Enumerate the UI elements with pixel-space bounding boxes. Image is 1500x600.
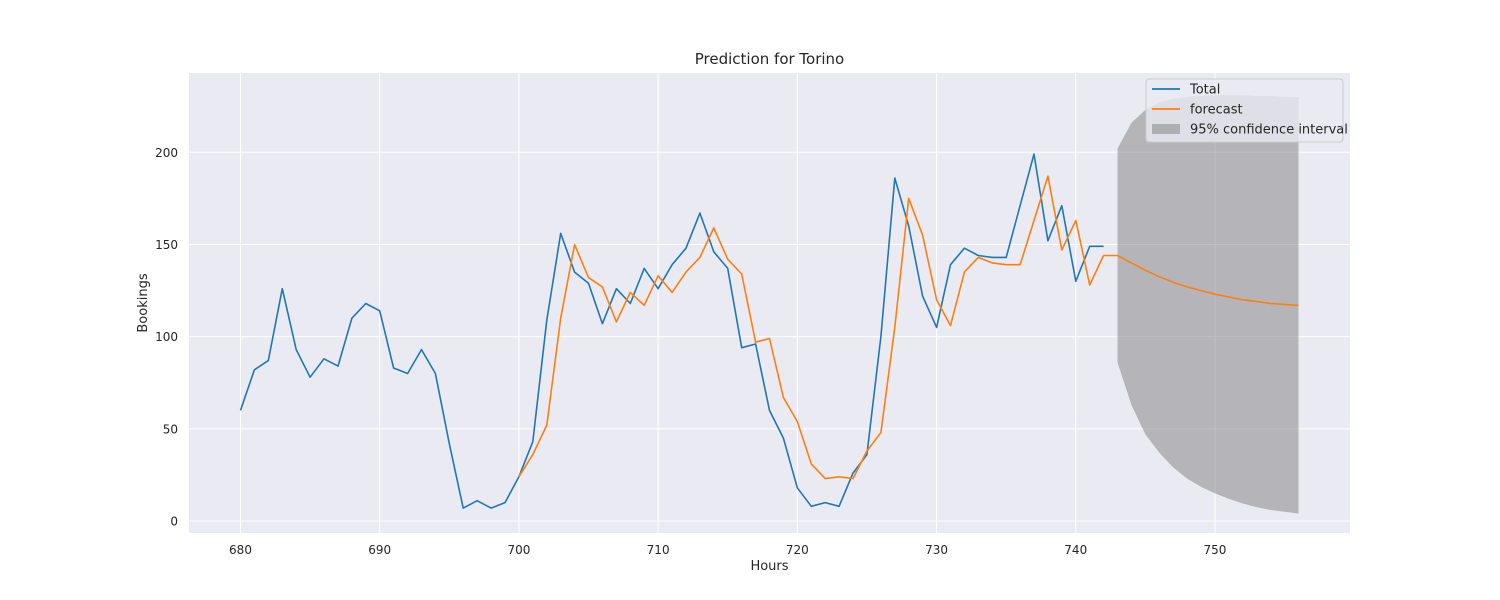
x-tick-label: 700 <box>507 543 530 557</box>
legend-swatch-ci <box>1152 124 1180 134</box>
legend-box <box>1145 78 1344 143</box>
series-line-forecast <box>518 175 1299 480</box>
x-tick-label: 690 <box>368 543 391 557</box>
confidence-band-layer <box>1117 95 1299 514</box>
legend: Total forecast 95% confidence interval <box>1145 78 1348 143</box>
series-layer <box>239 153 1299 509</box>
x-tick-label: 750 <box>1204 543 1227 557</box>
y-tick-label: 200 <box>155 146 178 160</box>
x-tick-label: 710 <box>647 543 670 557</box>
x-axis-label: Hours <box>750 559 788 574</box>
legend-label-ci: 95% confidence interval <box>1190 123 1348 138</box>
y-axis-label: Bookings <box>136 273 151 332</box>
y-tick-label: 100 <box>155 330 178 344</box>
chart-title: Prediction for Torino <box>695 50 845 68</box>
y-tick-label: 50 <box>163 422 178 436</box>
x-tick-label: 740 <box>1064 543 1087 557</box>
x-tick-label: 720 <box>786 543 809 557</box>
y-tick-label: 150 <box>155 238 178 252</box>
x-tick-label: 730 <box>925 543 948 557</box>
tick-labels: 680 690 700 710 720 730 740 750 0 50 100 150 200 <box>155 146 1226 557</box>
legend-label-total: Total <box>1189 83 1220 98</box>
confidence-interval-band <box>1117 95 1299 514</box>
y-tick-label: 0 <box>170 515 178 529</box>
legend-label-forecast: forecast <box>1190 103 1243 118</box>
series-line-total <box>239 153 1104 509</box>
x-tick-label: 680 <box>229 543 252 557</box>
